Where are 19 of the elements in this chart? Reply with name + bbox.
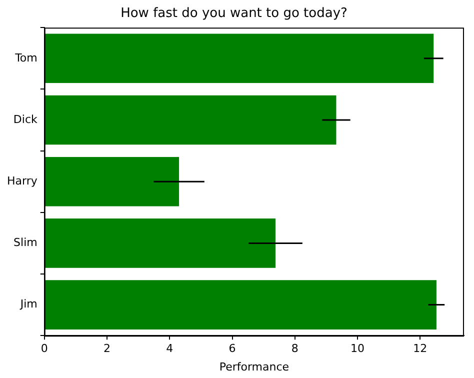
- x-tick-label: 8: [291, 342, 298, 356]
- y-tick-label: Harry: [7, 174, 38, 188]
- x-tick-label: 4: [166, 342, 174, 356]
- bar: [44, 218, 276, 268]
- x-tick-label: 6: [228, 342, 236, 356]
- bar: [44, 156, 180, 206]
- y-tick-label: Jim: [19, 298, 38, 311]
- x-tick-label: 12: [413, 342, 428, 356]
- y-tick-label: Dick: [13, 112, 38, 126]
- bar: [44, 95, 336, 145]
- y-tick-label: Slim: [14, 236, 38, 250]
- x-tick-label: 0: [40, 342, 48, 356]
- y-tick-label: Tom: [14, 51, 38, 64]
- x-axis-title: Performance: [219, 360, 290, 374]
- chart-title: How fast do you want to go today?: [120, 6, 348, 22]
- x-tick-label: 10: [350, 342, 365, 356]
- x-tick-label: 2: [104, 342, 111, 356]
- bar: [44, 280, 436, 330]
- bar: [44, 34, 434, 84]
